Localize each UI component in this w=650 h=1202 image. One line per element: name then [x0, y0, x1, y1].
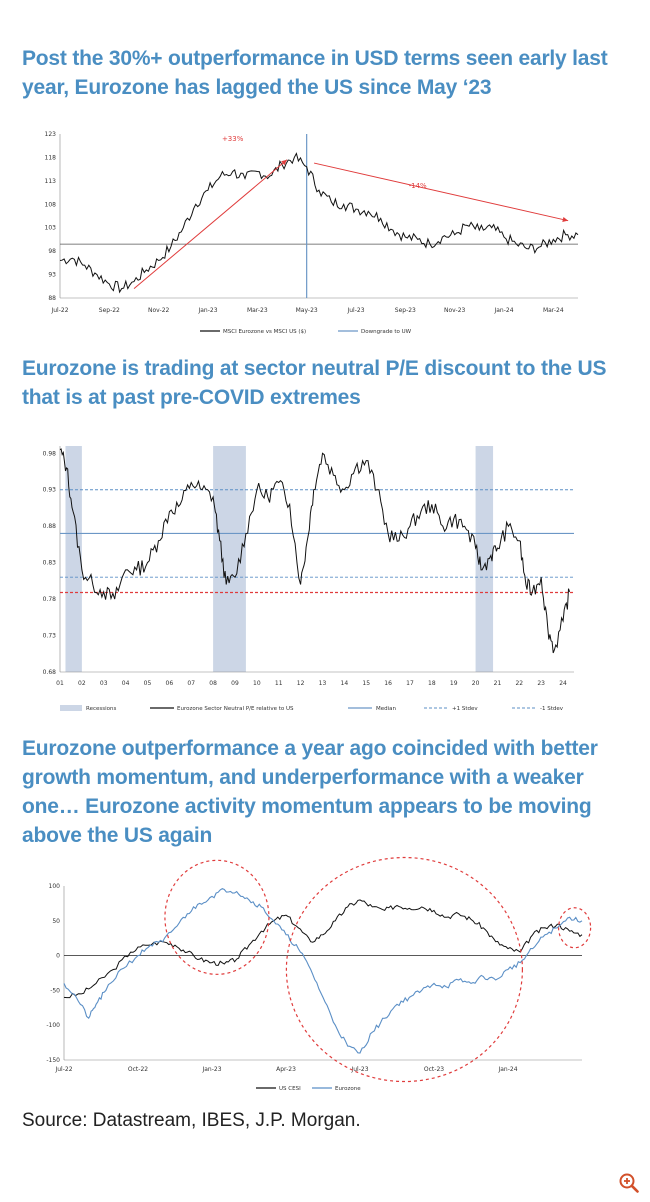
chart3-heading: Eurozone outperformance a year ago coinc…: [22, 737, 598, 847]
x-tick-label: Mar-23: [247, 307, 268, 314]
x-tick-label: 03: [100, 680, 108, 687]
x-tick-label: 04: [122, 680, 130, 687]
x-tick-label: Sep-22: [99, 307, 120, 314]
trend-arrow: [133, 159, 288, 290]
x-tick-label: Apr-23: [276, 1066, 296, 1073]
legend-label: Recessions: [86, 706, 116, 712]
x-tick-label: Oct-23: [424, 1066, 444, 1073]
y-tick-label: 0.93: [43, 487, 57, 494]
series-line-msci: [59, 152, 579, 294]
x-tick-label: 09: [231, 680, 239, 687]
series-line-eurozone: [63, 887, 583, 1054]
change-annotation: +33%: [222, 135, 244, 143]
x-tick-label: Jan-23: [201, 1066, 221, 1073]
x-tick-label: Mar-24: [543, 307, 564, 314]
x-tick-label: May-23: [296, 307, 318, 314]
y-tick-label: 0.83: [43, 560, 57, 567]
recession-band: [65, 446, 82, 672]
y-tick-label: 0.68: [43, 669, 57, 676]
x-tick-label: Jan-24: [493, 307, 513, 314]
x-tick-label: 05: [144, 680, 152, 687]
y-tick-label: -100: [46, 1022, 60, 1029]
legend-label: US CESI: [279, 1086, 301, 1092]
arrow-head: [562, 216, 569, 223]
y-tick-label: 50: [52, 918, 60, 925]
legend-label: Eurozone Sector Neutral P/E relative to …: [177, 706, 294, 712]
trend-arrow: [313, 162, 569, 222]
highlight-circle: [557, 907, 592, 949]
x-tick-label: 16: [384, 680, 392, 687]
x-tick-label: Jul-22: [50, 307, 68, 314]
legend-label: MSCI Eurozone vs MSCI US ($): [223, 329, 306, 335]
y-tick-label: 0.73: [43, 633, 57, 640]
x-tick-label: Jul-23: [350, 1066, 368, 1073]
x-tick-label: 23: [537, 680, 545, 687]
x-tick-label: Jul-22: [54, 1066, 72, 1073]
arrow-head: [281, 159, 287, 166]
x-tick-label: 06: [166, 680, 174, 687]
legend-label: Downgrade to UW: [361, 329, 412, 335]
recession-band: [475, 446, 494, 672]
y-tick-label: 108: [45, 201, 57, 208]
y-tick-label: 0.78: [43, 596, 57, 603]
chart2-heading: Eurozone is trading at sector neutral P/…: [22, 357, 607, 409]
economic-surprise-chart: 100 50 0 -50 -100 -150 Jul-22 Oct-22 Jan-23 Apr-2…: [46, 856, 592, 1092]
x-tick-label: 14: [341, 680, 349, 687]
x-tick-label: Nov-22: [148, 307, 170, 314]
source-note: Source: Datastream, IBES, J.P. Morgan.: [22, 1110, 361, 1131]
x-tick-label: 17: [406, 680, 414, 687]
y-tick-label: 98: [48, 248, 56, 255]
x-tick-label: 02: [78, 680, 86, 687]
x-tick-label: 24: [559, 680, 567, 687]
zoom-in-icon[interactable]: [618, 1172, 640, 1194]
x-tick-label: 21: [494, 680, 502, 687]
highlight-circle: [164, 859, 270, 975]
x-tick-label: Jan-24: [497, 1066, 517, 1073]
x-tick-label: 22: [515, 680, 523, 687]
series-line-us-cesi: [63, 899, 583, 999]
x-tick-label: 10: [253, 680, 261, 687]
series-line-pe: [59, 448, 571, 654]
chart1-heading: Post the 30%+ outperformance in USD term…: [22, 47, 608, 99]
legend-label: -1 Stdev: [540, 706, 564, 712]
x-tick-label: 19: [450, 680, 458, 687]
y-tick-label: 100: [49, 883, 61, 890]
y-tick-label: 118: [45, 154, 57, 161]
y-tick-label: 0: [56, 953, 60, 960]
legend-label: Median: [376, 706, 397, 712]
y-tick-label: 123: [45, 131, 57, 138]
x-tick-label: Sep-23: [395, 307, 416, 314]
x-tick-label: Oct-22: [128, 1066, 148, 1073]
x-tick-label: 15: [362, 680, 370, 687]
y-tick-label: 93: [48, 272, 56, 279]
y-tick-label: -150: [46, 1057, 60, 1064]
x-tick-label: Nov-23: [444, 307, 466, 314]
x-tick-label: Jan-23: [197, 307, 217, 314]
legend-label: +1 Stdev: [452, 706, 478, 712]
y-tick-label: 0.98: [43, 450, 57, 457]
x-tick-label: 13: [319, 680, 327, 687]
x-tick-label: Jul-23: [346, 307, 364, 314]
highlight-circle: [285, 856, 523, 1083]
x-tick-label: 18: [428, 680, 436, 687]
x-tick-label: 08: [209, 680, 217, 687]
y-tick-label: 113: [45, 178, 57, 185]
y-tick-label: -50: [50, 987, 60, 994]
x-tick-label: 11: [275, 680, 283, 687]
legend-label: Eurozone: [335, 1086, 361, 1092]
pe-discount-chart: 0.98 0.93 0.88 0.83 0.78 0.73 0.68 01 02 03 04 05 06…: [43, 446, 574, 712]
x-tick-label: 12: [297, 680, 305, 687]
relative-performance-chart: 123 118 113 108 103 98 93 88 Jul-22 Sep-22 Nov-22 J…: [45, 131, 579, 335]
x-tick-label: 01: [56, 680, 64, 687]
y-tick-label: 103: [45, 225, 57, 232]
y-tick-label: 88: [48, 295, 56, 302]
change-annotation: -14%: [409, 182, 427, 190]
x-tick-label: 20: [472, 680, 480, 687]
y-tick-label: 0.88: [43, 523, 57, 530]
legend-swatch-recessions: [60, 705, 82, 711]
x-tick-label: 07: [187, 680, 195, 687]
